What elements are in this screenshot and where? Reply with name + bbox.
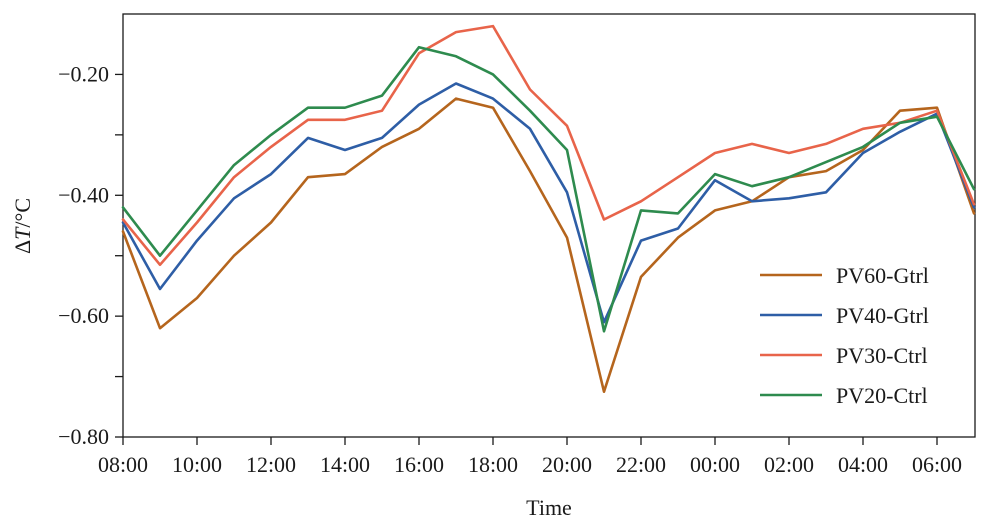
legend-label-pv60-gtrl: PV60-Gtrl <box>836 263 929 288</box>
y-tick-label: −0.20 <box>58 61 109 86</box>
legend-label-pv40-gtrl: PV40-Gtrl <box>836 303 929 328</box>
x-tick-label: 12:00 <box>246 452 296 477</box>
x-tick-label: 02:00 <box>764 452 814 477</box>
series-line-pv30-ctrl <box>121 24 976 267</box>
plot-frame <box>122 13 976 438</box>
y-axis-title: ΔT/°C <box>10 198 35 254</box>
x-axis-title: Time <box>526 495 572 520</box>
x-tick-label: 06:00 <box>912 452 962 477</box>
x-tick-label: 18:00 <box>468 452 518 477</box>
x-tick-label: 22:00 <box>616 452 666 477</box>
x-tick-label: 16:00 <box>394 452 444 477</box>
series-line-pv40-gtrl <box>121 82 976 324</box>
series-lines <box>121 24 976 394</box>
x-tick-label: 14:00 <box>320 452 370 477</box>
plot-axes: −0.20 −0.40 −0.60 −0.80 08:00 10:00 12:00 14:00… <box>58 13 976 477</box>
legend: PV60-Gtrl PV40-Gtrl PV30-Ctrl PV20-Ctrl <box>760 263 929 408</box>
y-tick-label: −0.40 <box>58 182 109 207</box>
x-tick-label: 00:00 <box>690 452 740 477</box>
legend-label-pv20-ctrl: PV20-Ctrl <box>836 383 928 408</box>
series-line-pv20-ctrl <box>121 45 976 333</box>
x-tick-label: 04:00 <box>838 452 888 477</box>
x-tick-label: 08:00 <box>98 452 148 477</box>
y-tick-label: −0.80 <box>58 424 109 449</box>
legend-label-pv30-ctrl: PV30-Ctrl <box>836 343 928 368</box>
x-tick-label: 20:00 <box>542 452 592 477</box>
y-tick-label: −0.60 <box>58 303 109 328</box>
x-tick-label: 10:00 <box>172 452 222 477</box>
series-line-pv60-gtrl <box>121 97 976 394</box>
